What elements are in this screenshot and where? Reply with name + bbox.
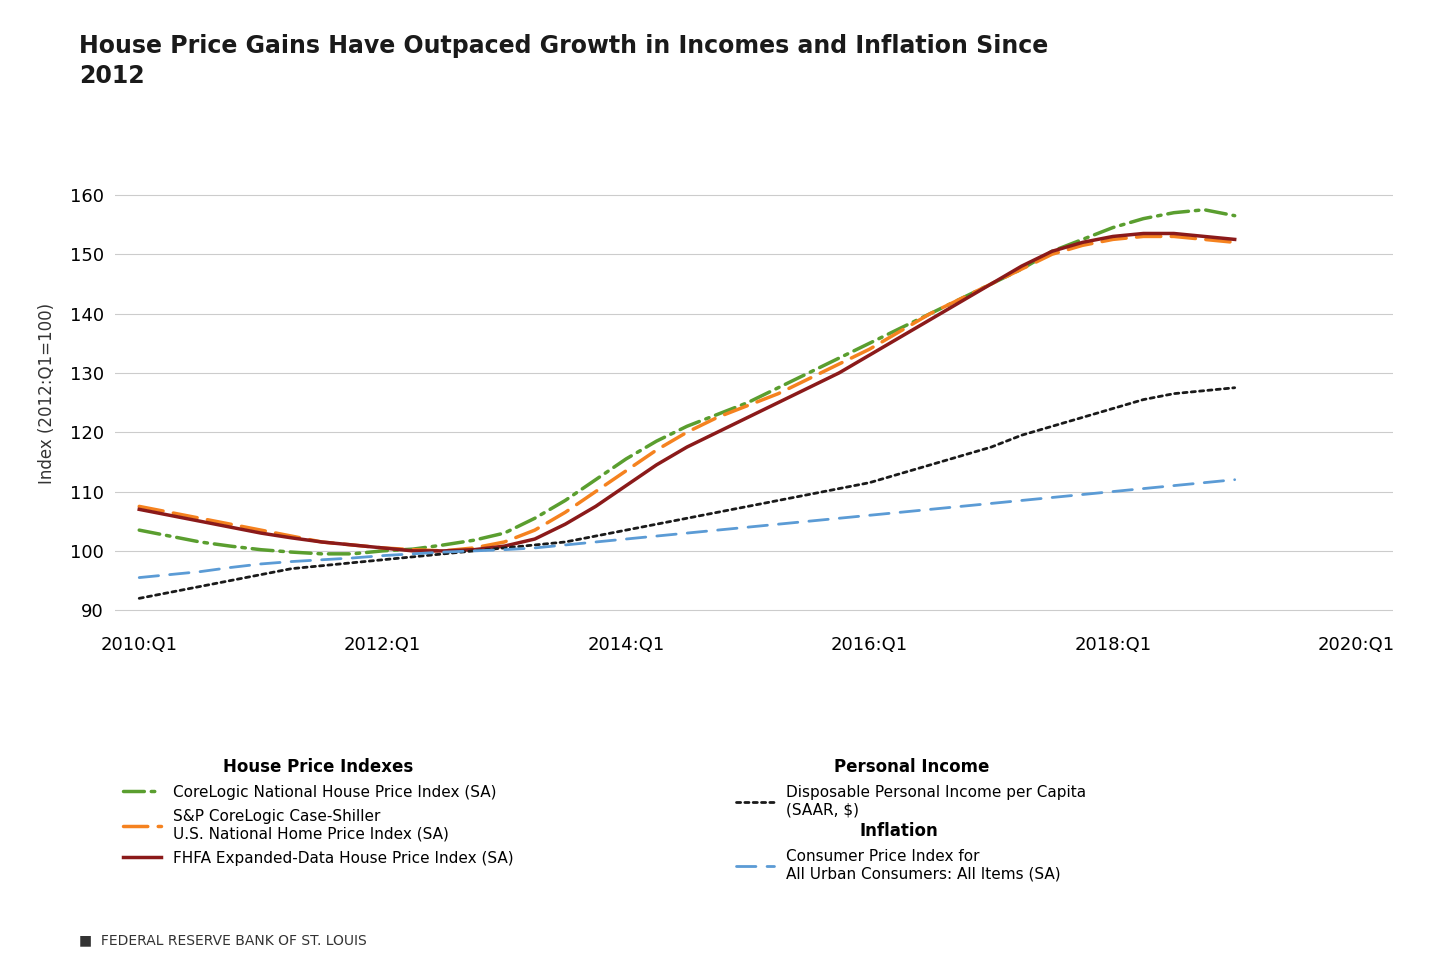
Y-axis label: Index (2012:Q1=100): Index (2012:Q1=100) (37, 303, 56, 484)
Text: ■  FEDERAL RESERVE BANK OF ST. LOUIS: ■ FEDERAL RESERVE BANK OF ST. LOUIS (79, 934, 366, 948)
Legend: Consumer Price Index for
All Urban Consumers: All Items (SA): Consumer Price Index for All Urban Consu… (737, 821, 1061, 882)
Text: House Price Gains Have Outpaced Growth in Incomes and Inflation Since
2012: House Price Gains Have Outpaced Growth i… (79, 34, 1048, 87)
